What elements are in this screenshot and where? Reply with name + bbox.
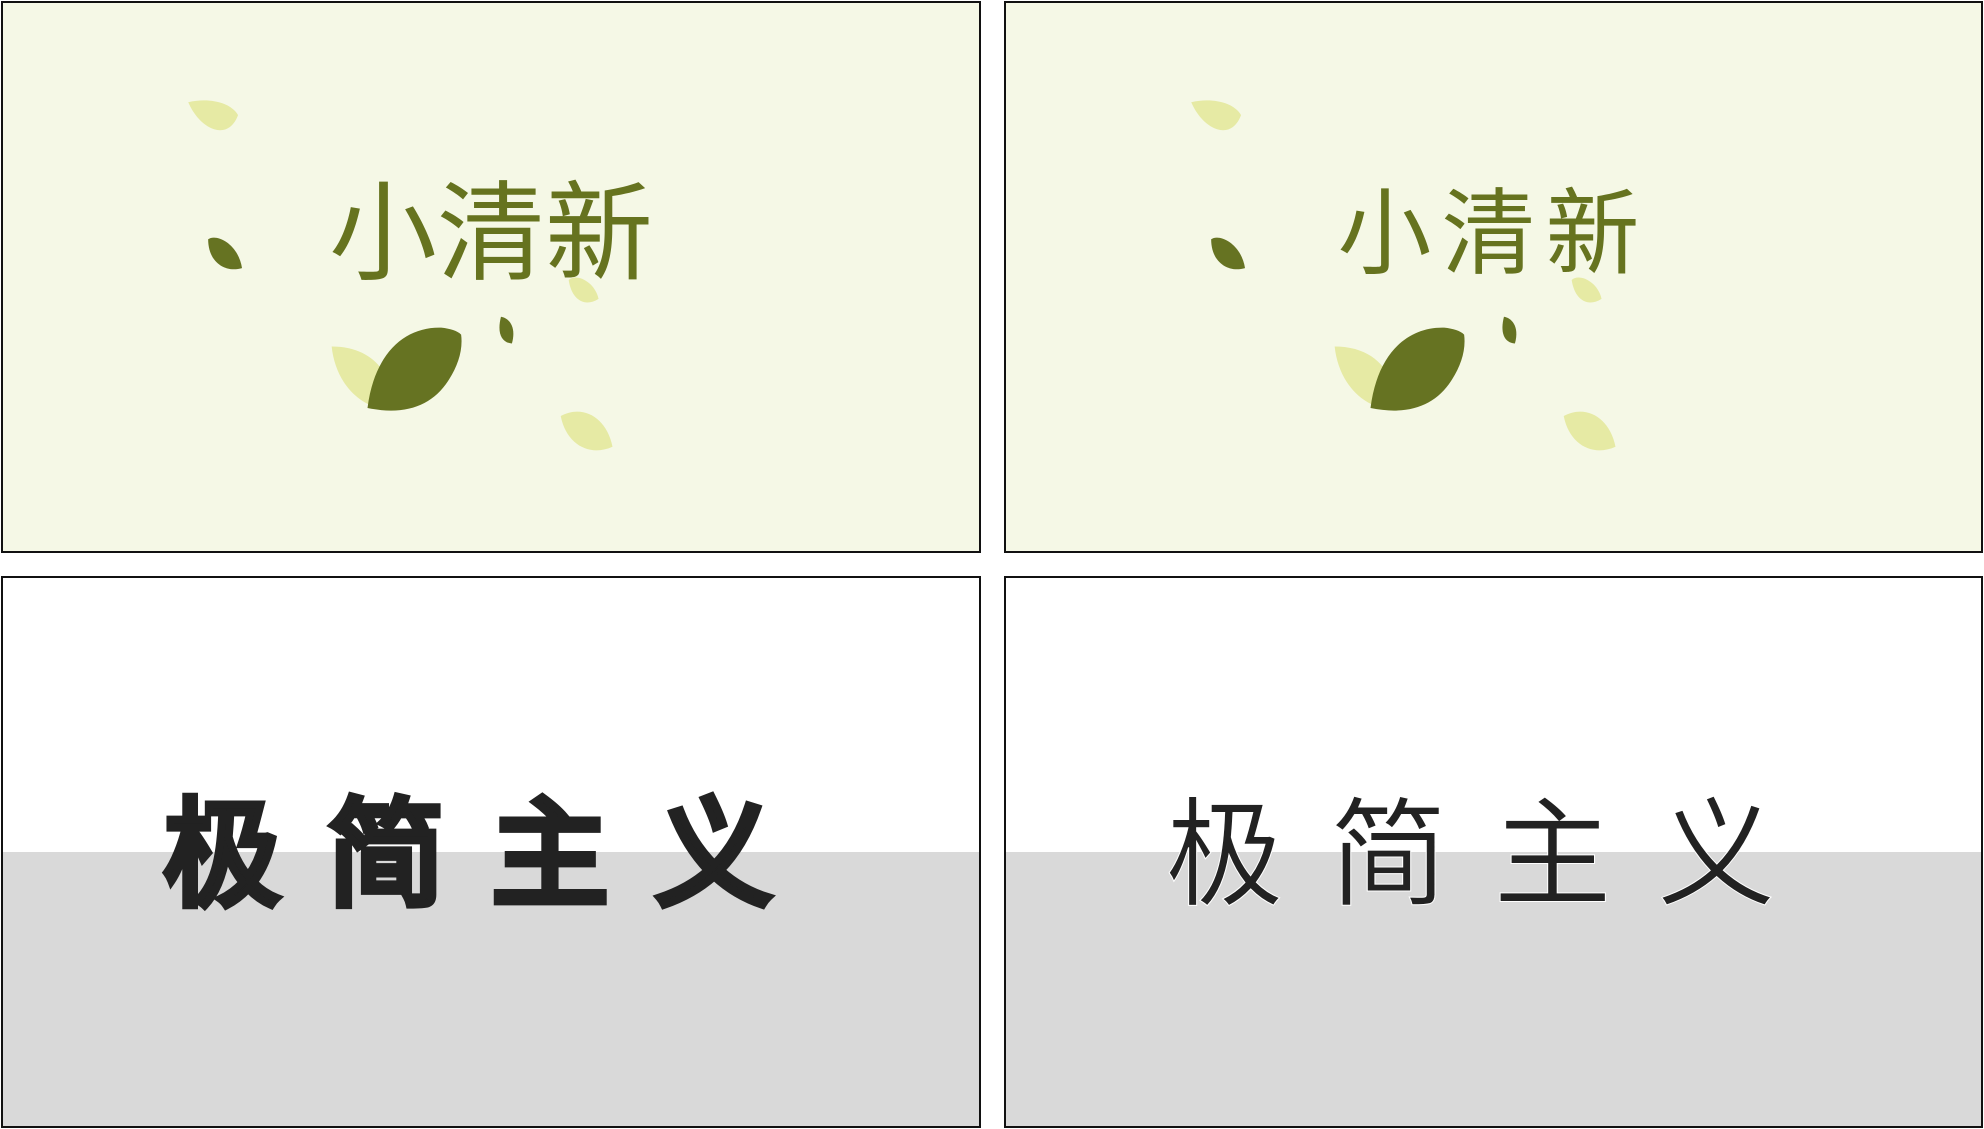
- dark-leaf-tiny: [499, 316, 514, 344]
- panel-title-fresh: 小清新: [328, 172, 653, 297]
- leaf-decoration-layer: [3, 3, 979, 551]
- dark-leaf-small-left: [208, 237, 243, 270]
- fresh-style-panel-standard: 小清新: [1, 1, 981, 553]
- panel-background: [1006, 3, 1981, 551]
- dark-leaf-large: [367, 327, 462, 411]
- leaf-decoration-layer: [1006, 3, 1981, 551]
- panel-background: [3, 3, 979, 551]
- dark-leaf-small-left: [1211, 237, 1246, 270]
- light-leaf-small-right: [568, 277, 599, 303]
- panel-title-minimal-thin: 极简主义: [1165, 786, 1822, 924]
- light-leaf-bottom-right: [1563, 411, 1616, 451]
- light-leaf-small-right: [1571, 277, 1602, 303]
- panel-bottom-band: [1006, 852, 1981, 1126]
- panel-top-band: [1006, 578, 1981, 852]
- light-leaf-top-left: [1191, 100, 1242, 131]
- panel-title-fresh-rounded: 小清新: [1337, 180, 1650, 289]
- fresh-style-panel-rounded: 小清新: [1004, 1, 1983, 553]
- dark-leaf-large: [1370, 327, 1465, 411]
- panel-bottom-band: [3, 852, 979, 1126]
- minimal-style-panel-thin: 极简主义: [1004, 576, 1983, 1128]
- minimal-style-panel-bold: 极简主义: [1, 576, 981, 1128]
- panel-title-minimal-bold: 极简主义: [161, 786, 819, 924]
- light-leaf-top-left: [188, 100, 239, 131]
- panel-top-band: [3, 578, 979, 852]
- dark-leaf-tiny: [1502, 316, 1517, 344]
- light-leaf-bottom-right: [560, 411, 613, 451]
